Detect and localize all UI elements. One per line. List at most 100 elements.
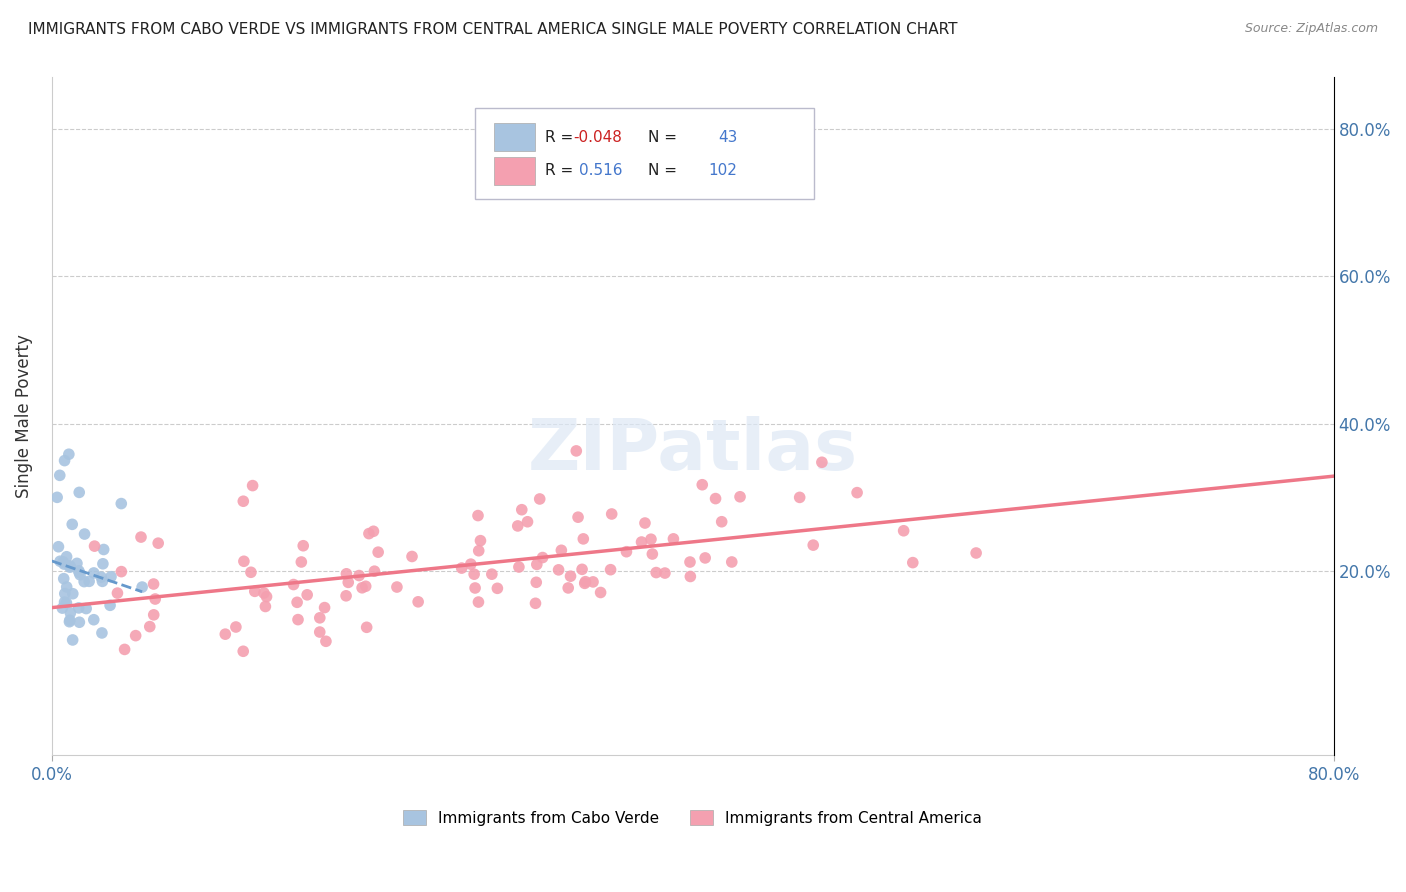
- Point: [60, 517, 83, 532]
- Point: [560, 569, 582, 583]
- Point: [110, 497, 132, 511]
- Point: [51, 601, 73, 615]
- Text: R =: R =: [546, 129, 578, 145]
- Point: [283, 577, 305, 591]
- Point: [467, 543, 489, 558]
- Point: [571, 562, 593, 576]
- Point: [53, 586, 76, 600]
- Point: [292, 539, 315, 553]
- Point: [550, 543, 572, 558]
- Point: [129, 530, 152, 544]
- Point: [589, 585, 612, 599]
- Point: [354, 579, 377, 593]
- Point: [600, 507, 623, 521]
- Point: [679, 555, 702, 569]
- Point: [83, 613, 105, 627]
- Point: [599, 563, 621, 577]
- Text: N =: N =: [648, 129, 682, 145]
- Point: [506, 519, 529, 533]
- Point: [91, 557, 114, 571]
- Point: [846, 485, 869, 500]
- Point: [73, 574, 96, 589]
- Point: [232, 644, 254, 658]
- Point: [531, 550, 554, 565]
- Point: [463, 567, 485, 582]
- Point: [524, 596, 547, 610]
- Point: [100, 570, 122, 584]
- Point: [107, 586, 129, 600]
- Point: [574, 574, 596, 589]
- Point: [486, 582, 509, 596]
- Point: [243, 584, 266, 599]
- Point: [59, 558, 82, 573]
- Point: [232, 554, 254, 568]
- Point: [67, 485, 90, 500]
- Point: [124, 629, 146, 643]
- Point: [516, 515, 538, 529]
- Point: [52, 572, 75, 586]
- Point: [789, 491, 811, 505]
- Point: [695, 550, 717, 565]
- Point: [347, 568, 370, 582]
- Point: [567, 510, 589, 524]
- FancyBboxPatch shape: [494, 123, 536, 152]
- Point: [356, 620, 378, 634]
- Point: [58, 447, 80, 461]
- Point: [526, 558, 548, 572]
- Point: [58, 615, 80, 629]
- Point: [59, 606, 82, 620]
- Point: [335, 566, 357, 581]
- Point: [641, 547, 664, 561]
- Point: [314, 600, 336, 615]
- Point: [239, 566, 262, 580]
- Point: [710, 515, 733, 529]
- Point: [352, 581, 374, 595]
- Point: [720, 555, 742, 569]
- Point: [645, 566, 668, 580]
- Point: [66, 557, 89, 571]
- Point: [308, 625, 330, 640]
- Point: [524, 575, 547, 590]
- Point: [46, 491, 69, 505]
- Point: [143, 592, 166, 607]
- Point: [49, 468, 72, 483]
- Point: [98, 599, 121, 613]
- FancyBboxPatch shape: [494, 157, 536, 186]
- Point: [90, 570, 112, 584]
- Point: [110, 565, 132, 579]
- Text: -0.048: -0.048: [574, 129, 623, 145]
- Point: [69, 567, 91, 582]
- Point: [574, 576, 596, 591]
- Point: [142, 607, 165, 622]
- Point: [385, 580, 408, 594]
- Point: [728, 490, 751, 504]
- Point: [337, 575, 360, 590]
- Point: [254, 599, 277, 614]
- Point: [90, 626, 112, 640]
- Point: [363, 524, 385, 539]
- Point: [634, 516, 657, 530]
- Text: ZIPatlas: ZIPatlas: [527, 416, 858, 484]
- Text: R =: R =: [546, 163, 578, 178]
- Point: [49, 554, 72, 568]
- Point: [460, 557, 482, 571]
- Point: [335, 589, 357, 603]
- Point: [529, 491, 551, 506]
- Point: [690, 477, 713, 491]
- Legend: Immigrants from Cabo Verde, Immigrants from Central America: Immigrants from Cabo Verde, Immigrants f…: [396, 804, 988, 832]
- Point: [295, 588, 318, 602]
- Point: [214, 627, 236, 641]
- Point: [470, 533, 492, 548]
- Point: [287, 613, 309, 627]
- Point: [572, 532, 595, 546]
- Point: [616, 545, 638, 559]
- Text: Source: ZipAtlas.com: Source: ZipAtlas.com: [1244, 22, 1378, 36]
- Point: [73, 527, 96, 541]
- Point: [62, 587, 84, 601]
- Point: [357, 526, 380, 541]
- Point: [67, 564, 90, 578]
- Point: [59, 613, 82, 627]
- Text: IMMIGRANTS FROM CABO VERDE VS IMMIGRANTS FROM CENTRAL AMERICA SINGLE MALE POVERT: IMMIGRANTS FROM CABO VERDE VS IMMIGRANTS…: [28, 22, 957, 37]
- Point: [55, 596, 77, 610]
- Point: [225, 620, 247, 634]
